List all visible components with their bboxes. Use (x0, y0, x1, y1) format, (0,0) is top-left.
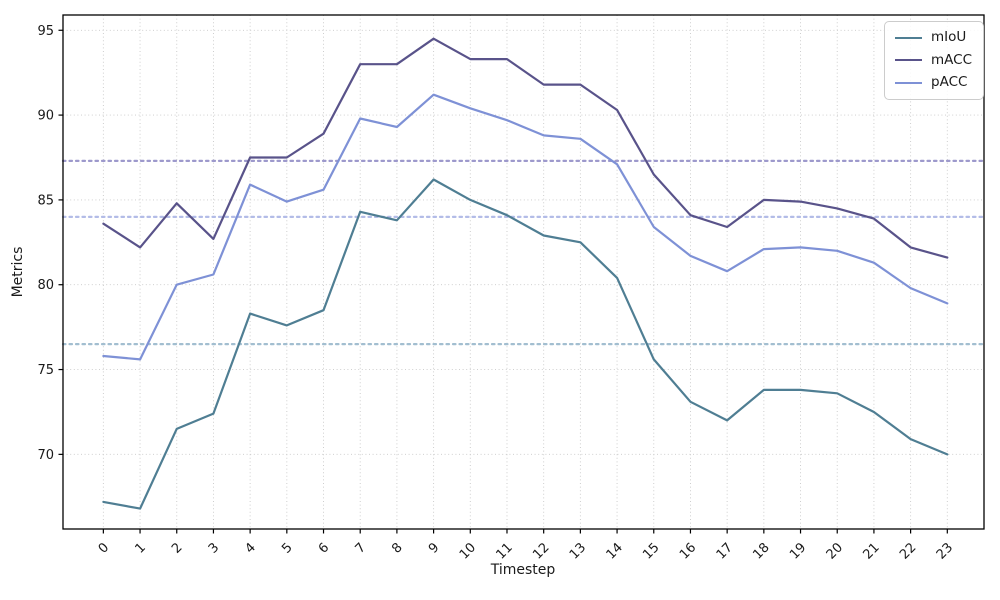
legend: mIoU mACC pACC (884, 21, 985, 100)
legend-item-mIoU: mIoU (895, 29, 972, 45)
series-lines (102, 37, 949, 510)
x-tick-label: 22 (897, 540, 919, 562)
x-tick-label: 3 (206, 540, 222, 556)
x-tick-label: 10 (457, 540, 479, 562)
x-tick-label: 17 (714, 540, 736, 562)
grid (63, 15, 984, 529)
y-tick-label: 95 (37, 24, 54, 39)
legend-swatch-mIoU (895, 36, 922, 39)
x-tick-label: 18 (750, 540, 772, 562)
x-tick-label: 21 (860, 540, 882, 562)
x-tick-label: 16 (677, 540, 699, 562)
x-tick-label: 11 (494, 540, 516, 562)
x-tick-label: 19 (787, 540, 809, 562)
x-tick-label: 8 (389, 540, 405, 556)
x-tick-label: 13 (567, 540, 589, 562)
x-tick-label: 20 (824, 540, 846, 562)
legend-item-mACC: mACC (895, 51, 973, 68)
x-tick-label: 4 (243, 540, 259, 556)
y-axis: 70 75 80 85 90 95 (37, 24, 63, 463)
y-tick-label: 75 (37, 363, 54, 378)
mean-lines (61, 159, 986, 346)
x-tick-label: 23 (934, 540, 956, 562)
x-tick-label: 5 (279, 540, 295, 556)
x-tick-label: 12 (530, 540, 552, 562)
legend-label: pACC (931, 74, 968, 90)
x-tick-label: 14 (604, 540, 626, 562)
legend-swatch-mACC (895, 59, 922, 62)
x-tick-label: 6 (316, 540, 332, 556)
y-tick-label: 85 (37, 193, 54, 208)
x-axis-title: Timestep (490, 562, 556, 578)
series-line-mIoU (102, 178, 949, 510)
x-axis: 0 1 2 3 4 5 6 7 8 9 10 11 12 13 14 15 16 17 18 19 20 21 22 23 (96, 529, 956, 563)
y-tick-label: 70 (37, 448, 54, 463)
legend-label: mIoU (931, 29, 967, 45)
x-tick-label: 2 (169, 540, 185, 556)
x-tick-label: 1 (132, 540, 148, 556)
plot-spines (62, 14, 985, 530)
series-line-mACC (102, 37, 949, 259)
x-tick-label: 7 (353, 540, 369, 556)
y-tick-label: 80 (37, 278, 54, 293)
legend-swatch-pACC (895, 81, 922, 84)
y-axis-title: Metrics (10, 246, 26, 298)
legend-label: mACC (931, 51, 973, 68)
x-tick-label: 0 (96, 540, 112, 556)
x-tick-label: 15 (640, 540, 662, 562)
y-tick-label: 90 (37, 109, 54, 124)
x-tick-label: 9 (426, 540, 442, 556)
legend-item-pACC: pACC (895, 74, 972, 90)
series-line-pACC (102, 93, 949, 361)
